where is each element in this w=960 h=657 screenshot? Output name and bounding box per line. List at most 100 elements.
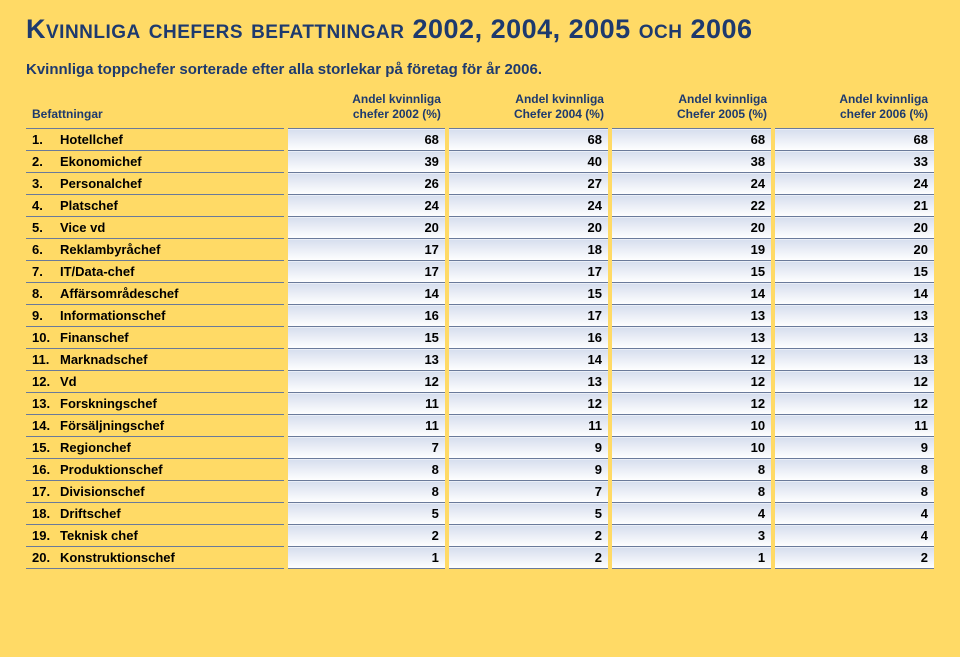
table-row: 8.Affärsområdeschef14151414 — [26, 283, 934, 305]
row-label-cell: 6.Reklambyråchef — [26, 239, 286, 261]
value-cell: 15 — [773, 261, 934, 283]
value-cell: 8 — [610, 481, 773, 503]
value-cell: 13 — [773, 349, 934, 371]
table-row: 18.Driftschef5544 — [26, 503, 934, 525]
page-title: Kvinnliga chefers befattningar 2002, 200… — [26, 14, 934, 45]
value-cell: 20 — [286, 217, 447, 239]
value-cell: 15 — [447, 283, 610, 305]
row-number: 11. — [32, 352, 60, 367]
value-cell: 10 — [610, 437, 773, 459]
value-cell: 26 — [286, 173, 447, 195]
row-label: Affärsområdeschef — [60, 286, 179, 301]
row-label-cell: 17.Divisionschef — [26, 481, 286, 503]
table-row: 7.IT/Data-chef17171515 — [26, 261, 934, 283]
row-number: 2. — [32, 154, 60, 169]
row-number: 9. — [32, 308, 60, 323]
value-cell: 68 — [286, 129, 447, 151]
row-number: 15. — [32, 440, 60, 455]
value-cell: 8 — [286, 481, 447, 503]
col-header-2002: Andel kvinnliga chefer 2002 (%) — [286, 90, 447, 129]
title-part-3: och — [639, 14, 683, 44]
col-header-text: Befattningar — [32, 107, 280, 122]
table-row: 14.Försäljningschef11111011 — [26, 415, 934, 437]
title-part-2: 2002, 2004, 2005 — [405, 14, 639, 44]
value-cell: 2 — [286, 525, 447, 547]
value-cell: 11 — [447, 415, 610, 437]
table-row: 6.Reklambyråchef17181920 — [26, 239, 934, 261]
value-cell: 5 — [447, 503, 610, 525]
table-row: 20.Konstruktionschef1212 — [26, 547, 934, 569]
col-header-2006: Andel kvinnliga chefer 2006 (%) — [773, 90, 934, 129]
row-number: 20. — [32, 550, 60, 565]
title-part-1: Kvinnliga chefers befattningar — [26, 14, 405, 44]
row-label: Vice vd — [60, 220, 105, 235]
value-cell: 11 — [286, 393, 447, 415]
row-label-cell: 5.Vice vd — [26, 217, 286, 239]
table-row: 1.Hotellchef68686868 — [26, 129, 934, 151]
value-cell: 9 — [447, 459, 610, 481]
table-header-row: Befattningar Andel kvinnliga chefer 2002… — [26, 90, 934, 129]
value-cell: 19 — [610, 239, 773, 261]
value-cell: 18 — [447, 239, 610, 261]
value-cell: 24 — [610, 173, 773, 195]
row-number: 12. — [32, 374, 60, 389]
value-cell: 27 — [447, 173, 610, 195]
table-row: 16.Produktionschef8988 — [26, 459, 934, 481]
row-label-cell: 16.Produktionschef — [26, 459, 286, 481]
value-cell: 8 — [286, 459, 447, 481]
row-label-cell: 11.Marknadschef — [26, 349, 286, 371]
col-header-2005: Andel kvinnliga Chefer 2005 (%) — [610, 90, 773, 129]
table-row: 5.Vice vd20202020 — [26, 217, 934, 239]
value-cell: 11 — [773, 415, 934, 437]
col-header-befattningar: Befattningar — [26, 90, 286, 129]
value-cell: 24 — [447, 195, 610, 217]
row-label: Platschef — [60, 198, 118, 213]
row-number: 6. — [32, 242, 60, 257]
value-cell: 20 — [773, 217, 934, 239]
value-cell: 9 — [447, 437, 610, 459]
value-cell: 5 — [286, 503, 447, 525]
value-cell: 12 — [610, 349, 773, 371]
col-header-text: Chefer 2005 (%) — [616, 107, 767, 122]
value-cell: 16 — [447, 327, 610, 349]
value-cell: 24 — [773, 173, 934, 195]
value-cell: 10 — [610, 415, 773, 437]
row-label: Personalchef — [60, 176, 142, 191]
row-number: 8. — [32, 286, 60, 301]
value-cell: 12 — [447, 393, 610, 415]
table-row: 10.Finanschef15161313 — [26, 327, 934, 349]
value-cell: 4 — [773, 503, 934, 525]
col-header-text: chefer 2006 (%) — [779, 107, 928, 122]
value-cell: 8 — [773, 481, 934, 503]
value-cell: 17 — [447, 261, 610, 283]
row-label: IT/Data-chef — [60, 264, 134, 279]
value-cell: 13 — [610, 305, 773, 327]
row-number: 14. — [32, 418, 60, 433]
value-cell: 11 — [286, 415, 447, 437]
row-number: 13. — [32, 396, 60, 411]
value-cell: 33 — [773, 151, 934, 173]
value-cell: 13 — [773, 305, 934, 327]
value-cell: 68 — [447, 129, 610, 151]
table-row: 15.Regionchef79109 — [26, 437, 934, 459]
value-cell: 8 — [773, 459, 934, 481]
table-row: 9.Informationschef16171313 — [26, 305, 934, 327]
row-label-cell: 18.Driftschef — [26, 503, 286, 525]
row-number: 5. — [32, 220, 60, 235]
col-header-text: Andel kvinnliga — [453, 92, 604, 107]
row-number: 18. — [32, 506, 60, 521]
value-cell: 39 — [286, 151, 447, 173]
row-label: Informationschef — [60, 308, 165, 323]
row-number: 4. — [32, 198, 60, 213]
row-label: Produktionschef — [60, 462, 163, 477]
value-cell: 13 — [447, 371, 610, 393]
value-cell: 12 — [610, 393, 773, 415]
value-cell: 14 — [773, 283, 934, 305]
col-header-2004: Andel kvinnliga Chefer 2004 (%) — [447, 90, 610, 129]
table-row: 4.Platschef24242221 — [26, 195, 934, 217]
col-header-text: Andel kvinnliga — [616, 92, 767, 107]
table-row: 12.Vd12131212 — [26, 371, 934, 393]
row-label-cell: 4.Platschef — [26, 195, 286, 217]
row-label: Konstruktionschef — [60, 550, 175, 565]
table-row: 3.Personalchef26272424 — [26, 173, 934, 195]
